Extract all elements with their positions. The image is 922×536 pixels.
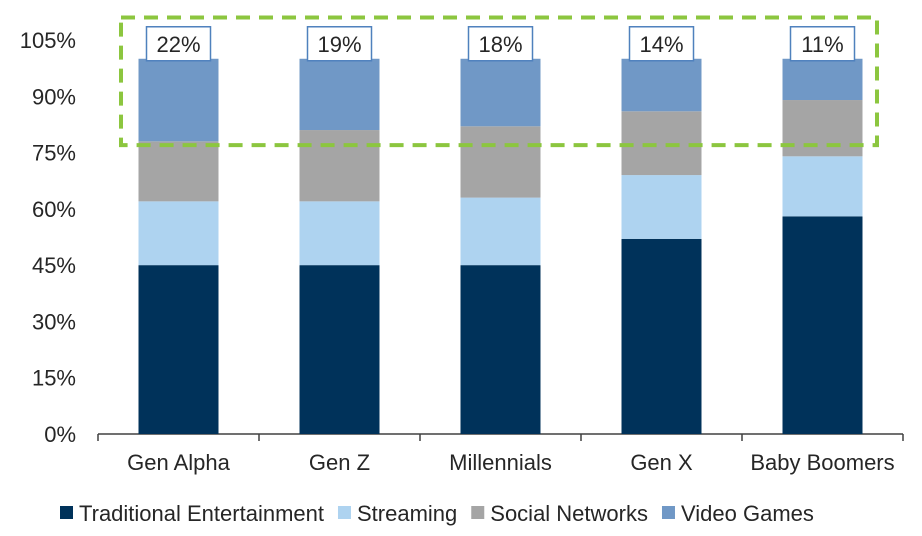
x-tick-label-gen-alpha: Gen Alpha xyxy=(127,450,231,475)
legend-label-video-games: Video Games xyxy=(681,501,814,526)
callout-label-gen-z: 19% xyxy=(317,32,361,57)
bar-baby-boomers-streaming xyxy=(782,156,863,217)
bar-gen-z-social-networks xyxy=(299,130,380,202)
y-tick-label-105: 105% xyxy=(20,28,76,53)
bar-millennials-traditional-entertainment xyxy=(460,265,541,434)
bar-gen-x-video-games xyxy=(621,58,702,112)
bar-gen-z-traditional-entertainment xyxy=(299,265,380,434)
callouts-group: 22% 19% 18% 14% 11% xyxy=(145,26,856,62)
bar-baby-boomers-traditional-entertainment xyxy=(782,216,863,434)
bar-gen-alpha-social-networks xyxy=(138,141,219,202)
legend-label-social-networks: Social Networks xyxy=(490,501,648,526)
y-tick-label-75: 75% xyxy=(32,141,76,166)
legend-label-streaming: Streaming xyxy=(357,501,457,526)
legend: Traditional Entertainment Streaming Social… xyxy=(60,501,814,526)
bar-gen-x-social-networks xyxy=(621,111,702,176)
bars-group xyxy=(138,58,863,434)
y-axis: 0% 15% 30% 45% 60% 75% 90% 105% xyxy=(20,28,76,447)
x-axis: Gen Alpha Gen Z Millennials Gen X Baby Boome… xyxy=(97,433,904,475)
callout-box-gen-alpha xyxy=(145,26,212,62)
bar-millennials-social-networks xyxy=(460,126,541,198)
x-tick-label-baby-boomers: Baby Boomers xyxy=(750,450,894,475)
x-tick-label-gen-z: Gen Z xyxy=(309,450,370,475)
bar-millennials-video-games xyxy=(460,58,541,127)
bar-gen-alpha-traditional-entertainment xyxy=(138,265,219,434)
bar-gen-alpha-video-games xyxy=(138,58,219,142)
callout-box-gen-z xyxy=(306,26,373,62)
y-tick-label-0: 0% xyxy=(44,422,76,447)
bar-gen-x-traditional-entertainment xyxy=(621,238,702,434)
y-tick-label-90: 90% xyxy=(32,84,76,109)
bar-gen-z-streaming xyxy=(299,201,380,266)
legend-swatch-streaming xyxy=(337,506,351,519)
bar-baby-boomers-social-networks xyxy=(782,100,863,157)
x-tick-label-millennials: Millennials xyxy=(449,450,552,475)
callout-label-gen-alpha: 22% xyxy=(156,32,200,57)
highlight-box-group xyxy=(119,15,879,148)
legend-swatch-traditional-entertainment xyxy=(60,506,73,519)
y-tick-label-45: 45% xyxy=(32,253,76,278)
callout-label-baby-boomers: 11% xyxy=(801,32,843,57)
callout-box-gen-x xyxy=(628,26,695,62)
callout-box-millennials xyxy=(467,26,534,62)
legend-swatch-social-networks xyxy=(471,506,485,519)
y-tick-label-15: 15% xyxy=(32,366,76,391)
callout-label-gen-x: 14% xyxy=(639,32,683,57)
legend-swatch-video-games xyxy=(661,506,675,519)
callout-box-baby-boomers xyxy=(789,26,856,62)
callout-label-millennials: 18% xyxy=(478,32,522,57)
highlight-dashed-box xyxy=(119,15,879,148)
x-tick-label-gen-x: Gen X xyxy=(630,450,693,475)
bar-gen-alpha-streaming xyxy=(138,201,219,266)
bar-gen-z-video-games xyxy=(299,58,380,131)
y-tick-label-30: 30% xyxy=(32,309,76,334)
legend-label-traditional-entertainment: Traditional Entertainment xyxy=(79,501,324,526)
bar-baby-boomers-video-games xyxy=(782,58,863,101)
y-tick-label-60: 60% xyxy=(32,197,76,222)
bar-millennials-streaming xyxy=(460,197,541,266)
bar-gen-x-streaming xyxy=(621,175,702,239)
